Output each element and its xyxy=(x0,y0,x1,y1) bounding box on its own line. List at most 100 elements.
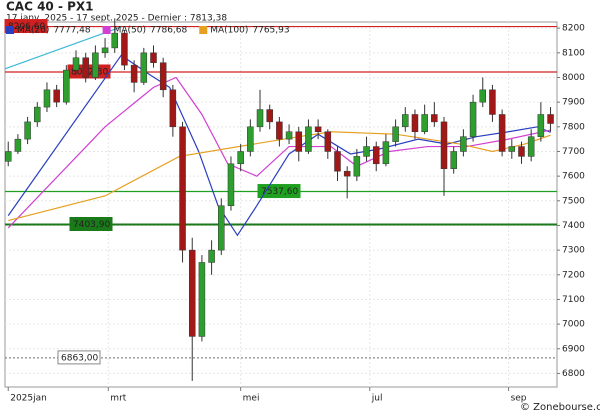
candle-body xyxy=(276,121,283,140)
candle-body xyxy=(130,64,138,83)
candle-body xyxy=(101,47,109,54)
candle-body xyxy=(334,151,341,172)
chart-subtitle: 17 janv. 2025 - 17 sept. 2025 - Dernier … xyxy=(6,14,227,24)
x-tick-label: 2025jan xyxy=(10,394,47,404)
y-tick-label: 7700 xyxy=(562,147,585,157)
candle-body xyxy=(63,69,70,103)
plot-area xyxy=(4,21,558,388)
candle-body xyxy=(247,126,254,152)
candle-body xyxy=(305,126,312,152)
candle-body xyxy=(159,62,167,91)
x-tick-label: mrt xyxy=(110,394,126,404)
x-tick-label: jul xyxy=(371,394,383,404)
trendline xyxy=(4,26,122,70)
y-tick-label: 6900 xyxy=(562,344,585,354)
candle-body xyxy=(227,163,235,206)
y-tick-label: 6800 xyxy=(562,369,585,379)
chart-title: CAC 40 - PX1 xyxy=(6,0,94,14)
candle-body xyxy=(208,249,215,263)
candle-body xyxy=(353,156,361,177)
y-tick-label: 7000 xyxy=(562,320,585,330)
legend-swatch xyxy=(6,26,14,34)
candle-body xyxy=(421,114,428,132)
level-box xyxy=(57,350,101,365)
candle-body xyxy=(111,32,119,49)
candle-body xyxy=(256,109,264,128)
candle-body xyxy=(363,146,370,157)
legend-name: MA(100) xyxy=(210,26,248,36)
candle-body xyxy=(24,121,31,140)
candle-body xyxy=(469,101,477,137)
legend-value: 7777,48 xyxy=(53,26,90,36)
candle-body xyxy=(479,89,487,103)
y-tick-label: 7500 xyxy=(562,196,585,206)
candle-body xyxy=(218,205,225,251)
candle-body xyxy=(489,89,496,115)
level-label: 6863,00 xyxy=(61,353,98,363)
candle-body xyxy=(460,136,467,152)
level-label: 8206,60 xyxy=(8,22,45,32)
level-label: 7403,90 xyxy=(73,220,110,230)
x-tick-label: sep xyxy=(511,394,527,404)
legend-value: 7786,68 xyxy=(150,26,187,36)
level-box xyxy=(4,19,48,34)
candle-body xyxy=(150,52,157,63)
level-box xyxy=(69,217,113,232)
candle-body xyxy=(14,138,22,152)
candle-body xyxy=(295,131,303,152)
y-tick-label: 7200 xyxy=(562,270,585,280)
level-label: 7537,60 xyxy=(261,187,298,197)
candle-body xyxy=(508,146,516,152)
y-tick-label: 7600 xyxy=(562,172,585,182)
y-tick-label: 7300 xyxy=(562,246,585,256)
candle-body xyxy=(169,89,177,128)
legend-value: 7765,93 xyxy=(252,26,289,36)
y-tick-label: 8100 xyxy=(562,48,585,58)
candle-body xyxy=(402,114,409,128)
y-tick-label: 8200 xyxy=(562,24,585,34)
candle-body xyxy=(53,89,60,103)
candle-body xyxy=(382,141,390,165)
y-tick-label: 7800 xyxy=(562,122,585,132)
candle-body xyxy=(82,57,89,78)
candle-body xyxy=(372,146,380,165)
legend-swatch xyxy=(102,26,111,34)
candle-body xyxy=(34,106,41,123)
candle-body xyxy=(285,131,293,140)
y-tick-label: 7400 xyxy=(562,221,585,231)
candle-body xyxy=(498,114,506,152)
candle-body xyxy=(72,57,80,71)
candle-body xyxy=(547,114,554,124)
candle-body xyxy=(266,109,273,123)
candle-body xyxy=(411,114,419,132)
candle-body xyxy=(92,52,99,78)
footer: © Zonebourse.com xyxy=(520,402,600,413)
candle-body xyxy=(440,121,448,169)
candle-body xyxy=(198,262,206,337)
candle-body xyxy=(43,89,51,108)
y-tick-label: 7900 xyxy=(562,98,585,108)
candle-body xyxy=(188,249,196,337)
candle-body xyxy=(392,126,399,142)
candle-body xyxy=(537,114,545,137)
level-label: 8022,30 xyxy=(71,67,108,77)
candle-body xyxy=(237,151,244,165)
legend-swatch xyxy=(199,26,208,34)
legend-name: MA(50) xyxy=(114,26,146,36)
candle-body xyxy=(121,32,128,66)
candle-body xyxy=(343,170,351,177)
candle-body xyxy=(324,131,332,152)
candle-body xyxy=(140,52,148,83)
candle-body xyxy=(4,151,12,162)
legend-name: MA(20) xyxy=(17,26,49,36)
y-tick-label: 8000 xyxy=(562,73,585,83)
y-tick-label: 7100 xyxy=(562,295,585,305)
candle-body xyxy=(314,126,322,132)
candle-body xyxy=(527,136,535,157)
candle-body xyxy=(431,114,438,123)
candle-body xyxy=(179,126,186,251)
x-tick-label: mei xyxy=(243,394,260,404)
candle-body xyxy=(518,146,525,157)
candle-body xyxy=(450,151,457,169)
